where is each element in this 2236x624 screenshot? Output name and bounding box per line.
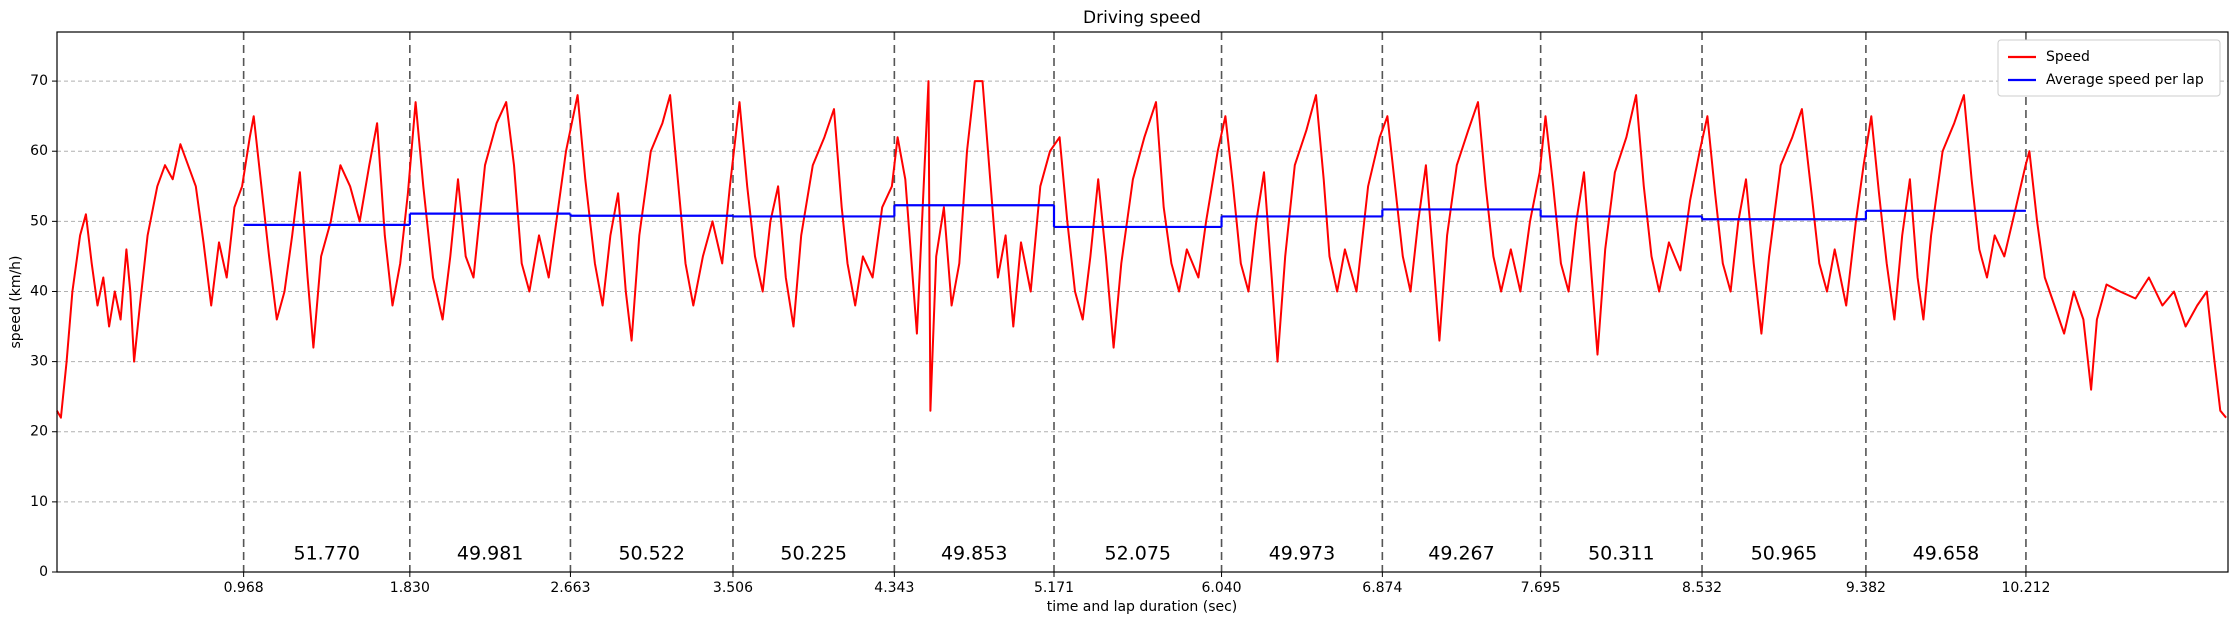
speed-line — [56, 80, 2227, 419]
x-tick-label: 10.212 — [2001, 580, 2050, 596]
lap-label: 49.981 — [457, 543, 523, 565]
x-tick-label: 5.171 — [1034, 580, 1074, 596]
x-tick-label: 1.830 — [390, 580, 430, 596]
y-tick-label: 50 — [30, 213, 48, 229]
legend-label: Speed — [2046, 49, 2090, 65]
lap-label: 52.075 — [1105, 543, 1171, 565]
legend-label: Average speed per lap — [2046, 72, 2204, 88]
y-axis-label: speed (km/h) — [8, 255, 24, 348]
plot-frame — [56, 31, 2229, 573]
lap-label: 51.770 — [293, 543, 359, 565]
y-tick-label: 60 — [30, 143, 48, 159]
lap-label: 49.853 — [941, 543, 1007, 565]
x-tick-label: 0.968 — [224, 580, 264, 596]
x-tick-label: 3.506 — [713, 580, 753, 596]
lap-label: 50.965 — [1751, 543, 1817, 565]
y-tick-label: 40 — [30, 283, 48, 299]
lap-label: 50.311 — [1588, 543, 1654, 565]
lap-label: 50.522 — [618, 543, 684, 565]
y-tick-label: 20 — [30, 424, 48, 440]
x-tick-label: 6.040 — [1202, 580, 1242, 596]
y-tick-label: 30 — [30, 354, 48, 370]
x-axis-label: time and lap duration (sec) — [1047, 599, 1238, 615]
x-tick-label: 8.532 — [1682, 580, 1722, 596]
lap-label: 49.973 — [1269, 543, 1335, 565]
x-tick-label: 7.695 — [1521, 580, 1561, 596]
x-tick-label: 6.874 — [1362, 580, 1402, 596]
legend-box — [1997, 39, 2221, 97]
lap-label: 49.658 — [1913, 543, 1979, 565]
y-tick-label: 70 — [30, 73, 48, 89]
y-tick-label: 0 — [39, 564, 48, 580]
chart-title: Driving speed — [1083, 8, 1201, 28]
lap-label: 50.225 — [780, 543, 846, 565]
x-tick-label: 2.663 — [550, 580, 590, 596]
x-tick-label: 9.382 — [1846, 580, 1886, 596]
x-tick-label: 4.343 — [874, 580, 914, 596]
lap-label: 49.267 — [1428, 543, 1494, 565]
y-tick-label: 10 — [30, 494, 48, 510]
